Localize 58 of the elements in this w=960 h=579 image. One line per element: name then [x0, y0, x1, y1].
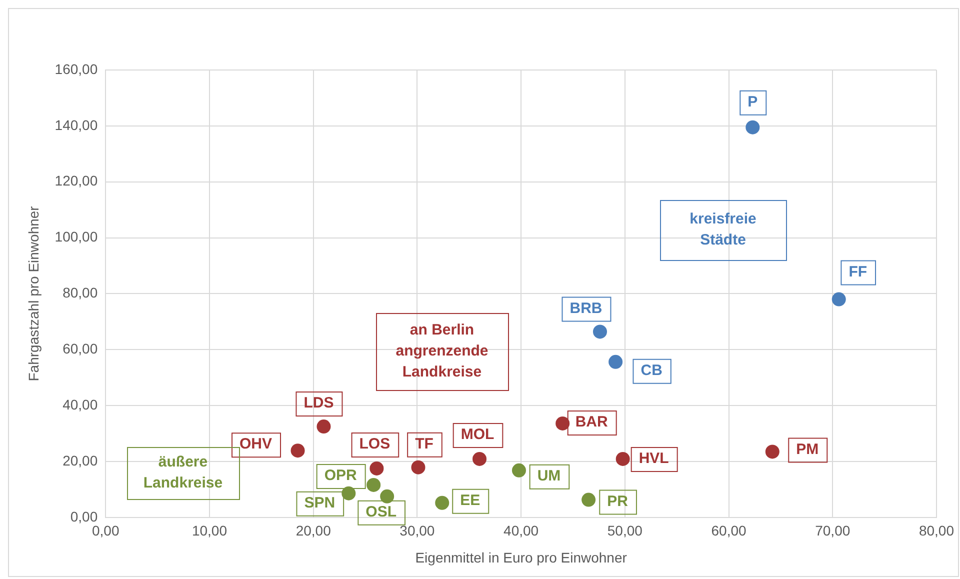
- text: an Berlin angrenzende Landkreise: [396, 322, 488, 381]
- annotation: CB: [640, 362, 663, 380]
- y-axis-title: Fahrgastzahl pro Einwohner: [25, 206, 42, 382]
- annotation: LOS: [359, 436, 390, 453]
- x-tick-label: 0,00: [92, 522, 120, 539]
- point: [472, 452, 487, 466]
- y-tick-label: 20,00: [62, 452, 98, 468]
- point: [380, 489, 394, 504]
- x-tick-label: 40,00: [504, 522, 539, 539]
- point: [746, 120, 760, 134]
- point: [616, 452, 630, 466]
- point: [316, 420, 331, 434]
- annotation: PR: [607, 492, 628, 510]
- y-tick-label: 60,00: [62, 340, 98, 356]
- y-tick-label: 100,00: [54, 228, 98, 245]
- text: kreisfreie Städte: [690, 210, 756, 249]
- x-tick-label: 30,00: [400, 522, 435, 539]
- x-tick-label: 60,00: [711, 522, 746, 539]
- annotation: OHV: [240, 436, 272, 453]
- y-tick-label: 80,00: [62, 284, 98, 301]
- annotation: BAR: [575, 414, 608, 431]
- x-tick-label: 20,00: [296, 522, 332, 539]
- annotation: TF: [415, 435, 434, 452]
- x-tick-label: 80,00: [918, 522, 954, 539]
- annotation: OPR: [324, 467, 357, 484]
- point: [366, 478, 381, 492]
- point: [411, 460, 426, 474]
- point: [556, 416, 570, 430]
- y-tick-label: 160,00: [54, 60, 98, 77]
- annotation: UM: [537, 468, 561, 485]
- annotation: LDS: [304, 394, 334, 412]
- point: [512, 463, 526, 478]
- y-tick-label: 140,00: [54, 116, 98, 133]
- point: [435, 496, 450, 510]
- x-tick-label: 50,00: [607, 522, 643, 539]
- point: [832, 292, 846, 306]
- annotation: P: [748, 93, 758, 110]
- point: [582, 492, 596, 507]
- y-tick-label: 120,00: [54, 172, 98, 189]
- text: äußere Landkreise: [143, 454, 223, 492]
- x-tick-label: 70,00: [815, 522, 850, 539]
- annotation: BRB: [570, 300, 602, 317]
- annotation: PM: [796, 440, 819, 458]
- annotation: OSL: [366, 504, 396, 521]
- annotation: SPN: [304, 494, 336, 512]
- point: [290, 444, 305, 458]
- point: [370, 461, 384, 476]
- y-tick-label: 40,00: [62, 396, 98, 412]
- point: [592, 324, 607, 339]
- annotation: EE: [460, 492, 480, 509]
- x-axis-title: Eigenmittel in Euro pro Einwohner: [415, 549, 628, 566]
- annotation: FF: [848, 263, 868, 280]
- x-tick-label: 10,00: [192, 522, 228, 539]
- annotation: MOL: [460, 426, 494, 444]
- y-tick-label: 0,00: [70, 508, 98, 524]
- annotation: HVL: [638, 450, 669, 468]
- point: [608, 354, 623, 369]
- point: [765, 444, 780, 459]
